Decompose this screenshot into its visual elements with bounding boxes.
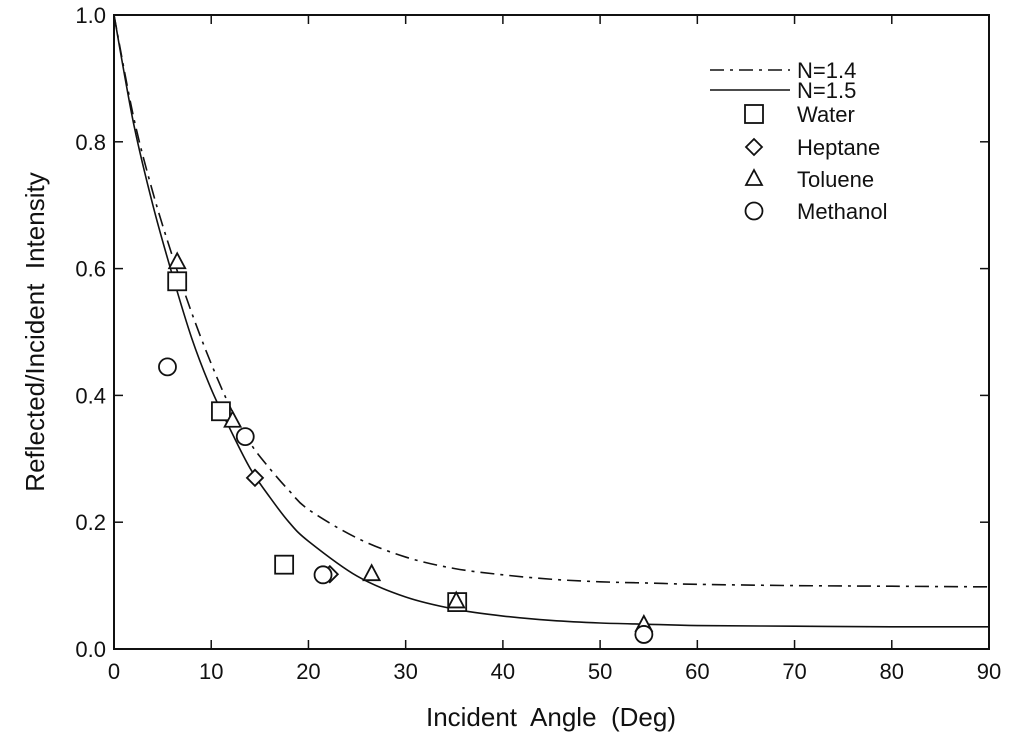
x-tick-label: 10 (199, 659, 223, 684)
y-tick-label: 0.2 (75, 510, 106, 535)
legend-marker-heptane (744, 137, 764, 157)
legend-marker-toluene (744, 168, 764, 186)
y-tick-label: 1.0 (75, 3, 106, 28)
curve-n-1-5 (113, 14, 990, 628)
y-tick-label: 0.6 (75, 257, 106, 282)
x-axis-label: Incident Angle (Deg) (426, 702, 676, 732)
plot-frame (113, 14, 990, 650)
x-tick-label: 70 (782, 659, 806, 684)
toluene-point (362, 563, 382, 582)
water-point (167, 271, 188, 292)
methanol-point (235, 427, 255, 447)
axis-ticks (113, 14, 990, 650)
y-tick-label: 0.8 (75, 130, 106, 155)
legend-label: Heptane (797, 135, 880, 160)
data-markers (158, 251, 654, 644)
x-tick-label: 80 (880, 659, 904, 684)
x-tick-label: 40 (491, 659, 515, 684)
methanol-point (158, 357, 177, 377)
x-tick-label: 0 (108, 659, 120, 684)
water-point (211, 401, 231, 422)
legend-label: Toluene (797, 167, 874, 192)
model-curves (113, 14, 990, 628)
methanol-point (634, 625, 654, 644)
legend-label: Methanol (797, 199, 888, 224)
y-axis-label: Reflected/Incident Intensity (20, 172, 50, 491)
toluene-point (223, 409, 243, 428)
y-tick-label: 0.0 (75, 637, 106, 662)
water-point (274, 554, 295, 575)
methanol-point (313, 565, 333, 585)
y-tick-label: 0.4 (75, 383, 106, 408)
legend-label: Water (797, 102, 855, 127)
legend-label: N=1.5 (797, 78, 856, 103)
x-tick-label: 20 (296, 659, 320, 684)
axis-tick-labels: 0 10 20 30 40 50 60 70 80 90 0.0 0.2 0.4 0.6 0.8 1.0 (75, 3, 1001, 684)
legend-marker-water (744, 104, 764, 124)
curve-n-1-4 (113, 14, 990, 588)
toluene-point (167, 251, 187, 270)
heptane-point (245, 468, 265, 488)
x-tick-label: 30 (393, 659, 417, 684)
x-tick-label: 60 (685, 659, 709, 684)
x-tick-label: 50 (588, 659, 612, 684)
legend-label: N=1.4 (797, 58, 856, 83)
legend-marker-methanol (744, 201, 764, 221)
toluene-point (446, 590, 466, 609)
x-tick-label: 90 (977, 659, 1001, 684)
